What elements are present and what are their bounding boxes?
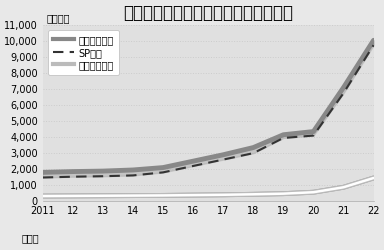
Text: （年）: （年）	[22, 233, 40, 243]
Legend: 航空貨物全体, SP貨物, 海上貨物全体: 航空貨物全体, SP貨物, 海上貨物全体	[48, 30, 119, 75]
Title: 航空・海上貨物の輸入許可件数の推移: 航空・海上貨物の輸入許可件数の推移	[123, 4, 293, 22]
Text: （万件）: （万件）	[46, 13, 70, 23]
